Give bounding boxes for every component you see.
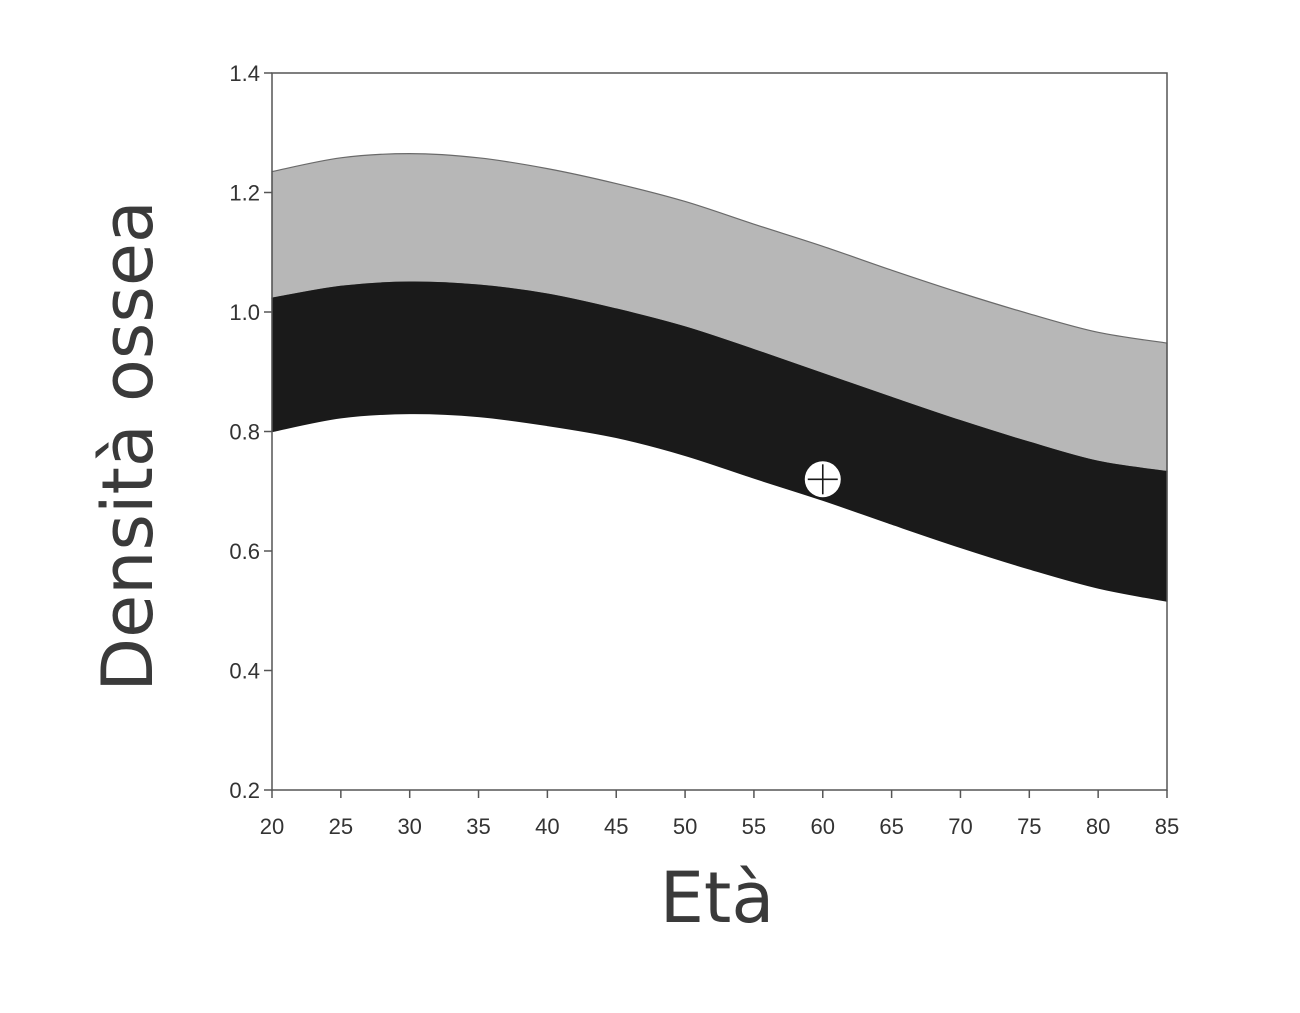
y-axis: 0.2 0.4 0.6 0.8 1.0 1.2 1.4: [229, 61, 272, 803]
x-tick-label: 80: [1086, 814, 1110, 839]
x-tick-label: 55: [742, 814, 766, 839]
x-tick-label: 45: [604, 814, 628, 839]
markers-layer: [804, 461, 841, 498]
x-tick-label: 60: [811, 814, 835, 839]
y-axis-title: Densità ossea: [87, 200, 169, 692]
y-tick-label: 0.2: [229, 778, 260, 803]
y-tick-label: 1.0: [229, 300, 260, 325]
x-tick-label: 40: [535, 814, 559, 839]
y-tick-label: 1.2: [229, 181, 260, 206]
x-tick-label: 35: [466, 814, 490, 839]
y-tick-label: 0.4: [229, 659, 260, 684]
y-tick-label: 0.6: [229, 539, 260, 564]
x-tick-label: 85: [1155, 814, 1179, 839]
x-tick-label: 20: [260, 814, 284, 839]
x-tick-label: 65: [879, 814, 903, 839]
x-tick-label: 25: [329, 814, 353, 839]
x-axis-title: Età: [660, 857, 775, 939]
x-tick-label: 30: [397, 814, 421, 839]
x-tick-label: 75: [1017, 814, 1041, 839]
x-axis: 20 25 30 35 40 45 50 55 60 65 70 75 80 85: [260, 790, 1179, 839]
x-tick-label: 50: [673, 814, 697, 839]
y-tick-label: 1.4: [229, 61, 260, 86]
x-tick-label: 70: [948, 814, 972, 839]
bands-layer: [271, 153, 1168, 602]
y-tick-label: 0.8: [229, 420, 260, 445]
patient-marker: [804, 461, 841, 498]
